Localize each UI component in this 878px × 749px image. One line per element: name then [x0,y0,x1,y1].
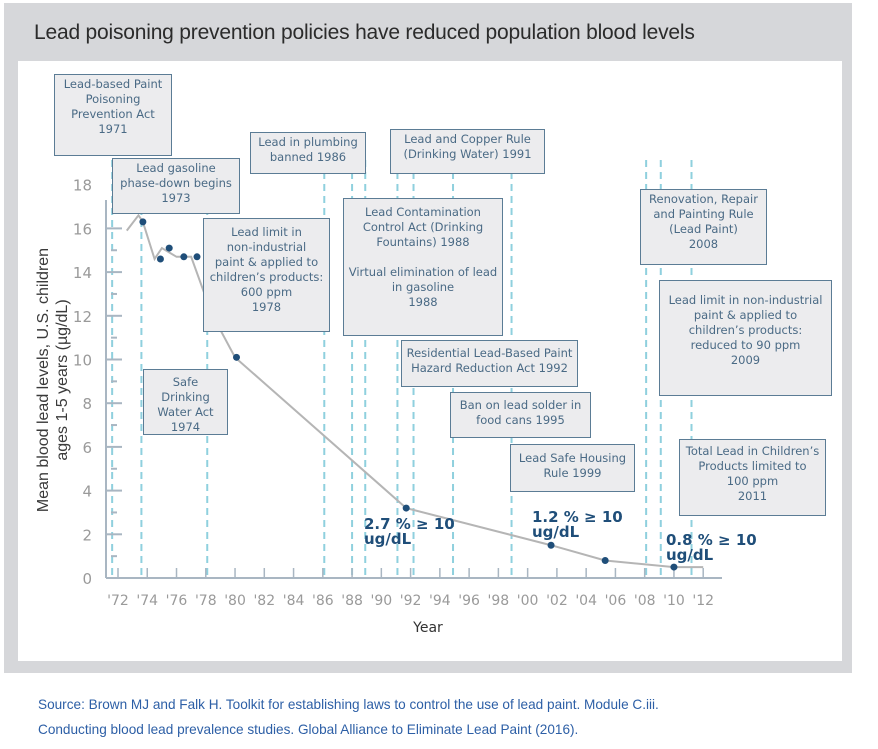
annotation-safe-drinking: Safe Drinking Water Act 1974 [143,369,228,435]
x-tick-label: '90 [371,593,393,609]
x-tick-label: '98 [488,593,510,609]
x-tick-label: '88 [341,593,363,609]
x-tick-label: '12 [692,593,714,609]
data-point [601,557,609,565]
y-tick-label: 18 [73,177,92,195]
data-point [670,563,678,571]
x-tick-label: '80 [224,593,246,609]
x-tick-label: '94 [429,593,451,609]
data-point [165,244,173,252]
data-point [139,218,147,226]
y-tick-label: 16 [73,220,92,238]
axes-group: 0 2 4 6 8 10 12 14 16 18 '72 '74 '76 '78 '80 '82 '84 '86 '… [73,177,722,609]
data-point [180,253,188,261]
y-tick-label: 10 [73,352,92,370]
y-tick-label: 2 [82,526,92,544]
data-point [193,253,201,261]
stat-label-2002: 1.2 % ≥ 10 ug/dL [532,508,623,541]
x-tick-label: '02 [546,593,568,609]
x-tick-label: '74 [136,593,158,609]
annotation-solder-ban: Ban on lead solder in food cans 1995 [450,392,591,438]
data-line [125,213,704,569]
y-tick-label: 4 [82,483,92,501]
x-tick-label: '10 [663,593,685,609]
x-tick-label: '84 [283,593,305,609]
y-tick-label: 6 [82,439,92,457]
annotation-gasoline-phasedown: Lead gasoline phase-down begins 1973 [112,158,240,214]
data-point [402,504,410,512]
annotation-contamination-act: Lead Contamination Control Act (Drinking… [343,198,503,336]
annotation-childrens-products: Total Lead in Children’s Products limite… [679,439,826,516]
source-line-1: Source: Brown MJ and Falk H. Toolkit for… [38,697,659,712]
stat-label-1992: 2.7 % ≥ 10 ug/dL [364,515,455,548]
annotation-copper-rule: Lead and Copper Rule (Drinking Water) 19… [390,129,545,174]
x-tick-label: '96 [458,593,480,609]
stat-label-2010: 0.8 % ≥ 10 ug/dL [666,531,757,564]
data-point [156,255,164,263]
annotation-lbpppa: Lead-based Paint Poisoning Prevention Ac… [54,74,172,156]
annotation-residential-act: Residential Lead-Based Paint Hazard Redu… [401,340,578,387]
source-line-2: Conducting blood lead prevalence studies… [38,722,579,737]
y-axis-label-line2: ages 1-5 years (µg/dL) [54,299,71,460]
x-tick-label: '08 [634,593,656,609]
annotation-renovation-rule: Renovation, Repair and Painting Rule (Le… [640,189,767,265]
x-tick-label: '04 [575,593,597,609]
y-tick-label: 0 [82,570,92,588]
x-tick-label: '86 [312,593,334,609]
x-tick-label: '78 [195,593,217,609]
y-tick-label: 8 [82,395,92,413]
x-tick-label: '72 [107,593,129,609]
annotation-paint-90: Lead limit in non-industrial paint & app… [659,280,832,396]
x-tick-label: '92 [400,593,422,609]
x-tick-label: '82 [253,593,275,609]
data-point [233,353,241,361]
y-tick-label: 14 [73,264,92,282]
chart-title: Lead poisoning prevention policies have … [34,21,695,44]
x-tick-label: '76 [166,593,188,609]
y-axis-label: Mean blood lead levels, U.S. children [35,248,52,512]
annotation-housing-rule: Lead Safe Housing Rule 1999 [510,444,635,492]
series-group [125,213,704,571]
x-tick-label: '06 [605,593,627,609]
annotation-paint-600: Lead limit in non-industrial paint & app… [203,218,330,332]
data-point [547,541,555,549]
y-tick-label: 12 [73,308,92,326]
x-axis-label: Year [412,620,443,636]
source-citation: Source: Brown MJ and Falk H. Toolkit for… [38,692,868,742]
annotation-plumbing: Lead in plumbing banned 1986 [250,132,366,174]
x-tick-label: '00 [517,593,539,609]
